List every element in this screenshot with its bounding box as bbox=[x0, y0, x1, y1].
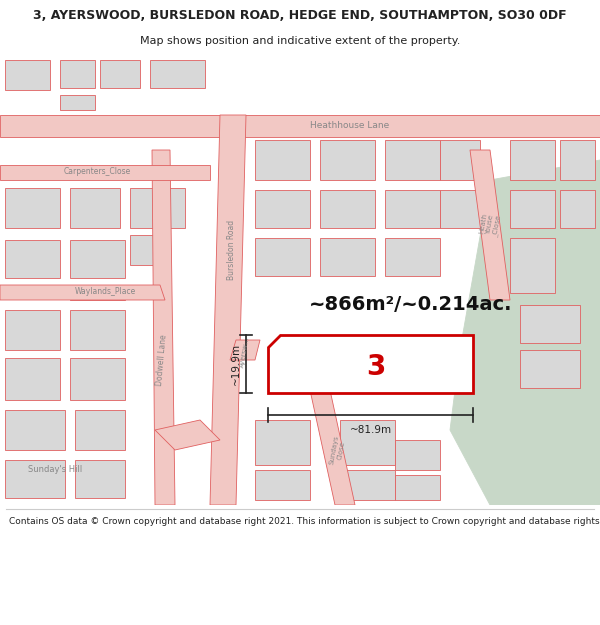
Bar bbox=[560, 140, 595, 180]
Text: Carpenters_Close: Carpenters_Close bbox=[64, 168, 131, 176]
Text: Waylands_Place: Waylands_Place bbox=[75, 288, 136, 296]
Bar bbox=[340, 470, 395, 500]
Bar bbox=[255, 470, 310, 500]
Bar bbox=[385, 238, 440, 276]
Bar bbox=[70, 240, 125, 278]
Text: ~19.9m: ~19.9m bbox=[231, 343, 241, 385]
Polygon shape bbox=[152, 150, 175, 505]
Bar bbox=[520, 350, 580, 388]
Bar bbox=[395, 475, 440, 500]
Polygon shape bbox=[210, 115, 246, 505]
Bar bbox=[70, 188, 120, 228]
Bar bbox=[320, 238, 375, 276]
Polygon shape bbox=[450, 160, 600, 505]
Polygon shape bbox=[155, 420, 220, 450]
Text: Heathhouse Lane: Heathhouse Lane bbox=[310, 121, 389, 131]
Bar bbox=[440, 140, 480, 180]
Bar bbox=[340, 420, 395, 465]
Bar bbox=[150, 60, 205, 88]
Bar bbox=[5, 410, 65, 450]
Text: Bursledon Road: Bursledon Road bbox=[227, 220, 236, 280]
Bar bbox=[255, 190, 310, 228]
Text: Dodwell Lane: Dodwell Lane bbox=[155, 334, 169, 386]
Text: ~866m²/~0.214ac.: ~866m²/~0.214ac. bbox=[309, 296, 512, 314]
Text: Sunday's Hill: Sunday's Hill bbox=[28, 466, 82, 474]
Bar bbox=[60, 60, 95, 88]
Bar bbox=[255, 420, 310, 465]
Bar bbox=[60, 95, 95, 110]
Bar bbox=[5, 240, 60, 278]
Bar bbox=[255, 238, 310, 276]
Text: 3, AYERSWOOD, BURSLEDON ROAD, HEDGE END, SOUTHAMPTON, SO30 0DF: 3, AYERSWOOD, BURSLEDON ROAD, HEDGE END,… bbox=[33, 9, 567, 22]
Text: Map shows position and indicative extent of the property.: Map shows position and indicative extent… bbox=[140, 36, 460, 46]
Text: Ayersw…: Ayersw… bbox=[239, 336, 251, 368]
Bar bbox=[0, 115, 600, 137]
Bar bbox=[5, 358, 60, 400]
Bar bbox=[320, 140, 375, 180]
Text: ~81.9m: ~81.9m bbox=[349, 425, 392, 435]
Bar bbox=[395, 440, 440, 470]
Bar bbox=[130, 188, 185, 228]
Bar bbox=[510, 238, 555, 293]
Polygon shape bbox=[0, 285, 165, 300]
Bar bbox=[320, 190, 375, 228]
Bar bbox=[130, 235, 170, 265]
Bar bbox=[510, 140, 555, 180]
Bar bbox=[70, 285, 125, 300]
Bar bbox=[5, 188, 60, 228]
Bar bbox=[75, 460, 125, 498]
Polygon shape bbox=[230, 340, 260, 360]
Polygon shape bbox=[0, 165, 210, 180]
Bar bbox=[100, 60, 140, 88]
Polygon shape bbox=[470, 150, 510, 300]
Bar bbox=[70, 358, 125, 400]
Bar bbox=[5, 60, 50, 90]
Bar bbox=[255, 140, 310, 180]
Text: Heath
Youse
_Close: Heath Youse _Close bbox=[478, 212, 502, 238]
Polygon shape bbox=[268, 335, 473, 393]
Bar bbox=[440, 190, 480, 228]
Bar bbox=[70, 310, 125, 350]
Bar bbox=[5, 310, 60, 350]
Bar bbox=[75, 410, 125, 450]
Bar bbox=[560, 190, 595, 228]
Bar bbox=[510, 190, 555, 228]
Bar bbox=[520, 305, 580, 343]
Text: Contains OS data © Crown copyright and database right 2021. This information is : Contains OS data © Crown copyright and d… bbox=[9, 517, 600, 526]
Text: 3: 3 bbox=[366, 353, 385, 381]
Text: Sundays
Close: Sundays Close bbox=[329, 434, 347, 466]
Bar bbox=[385, 190, 440, 228]
Polygon shape bbox=[310, 390, 355, 505]
Bar bbox=[5, 460, 65, 498]
Bar bbox=[385, 140, 440, 180]
